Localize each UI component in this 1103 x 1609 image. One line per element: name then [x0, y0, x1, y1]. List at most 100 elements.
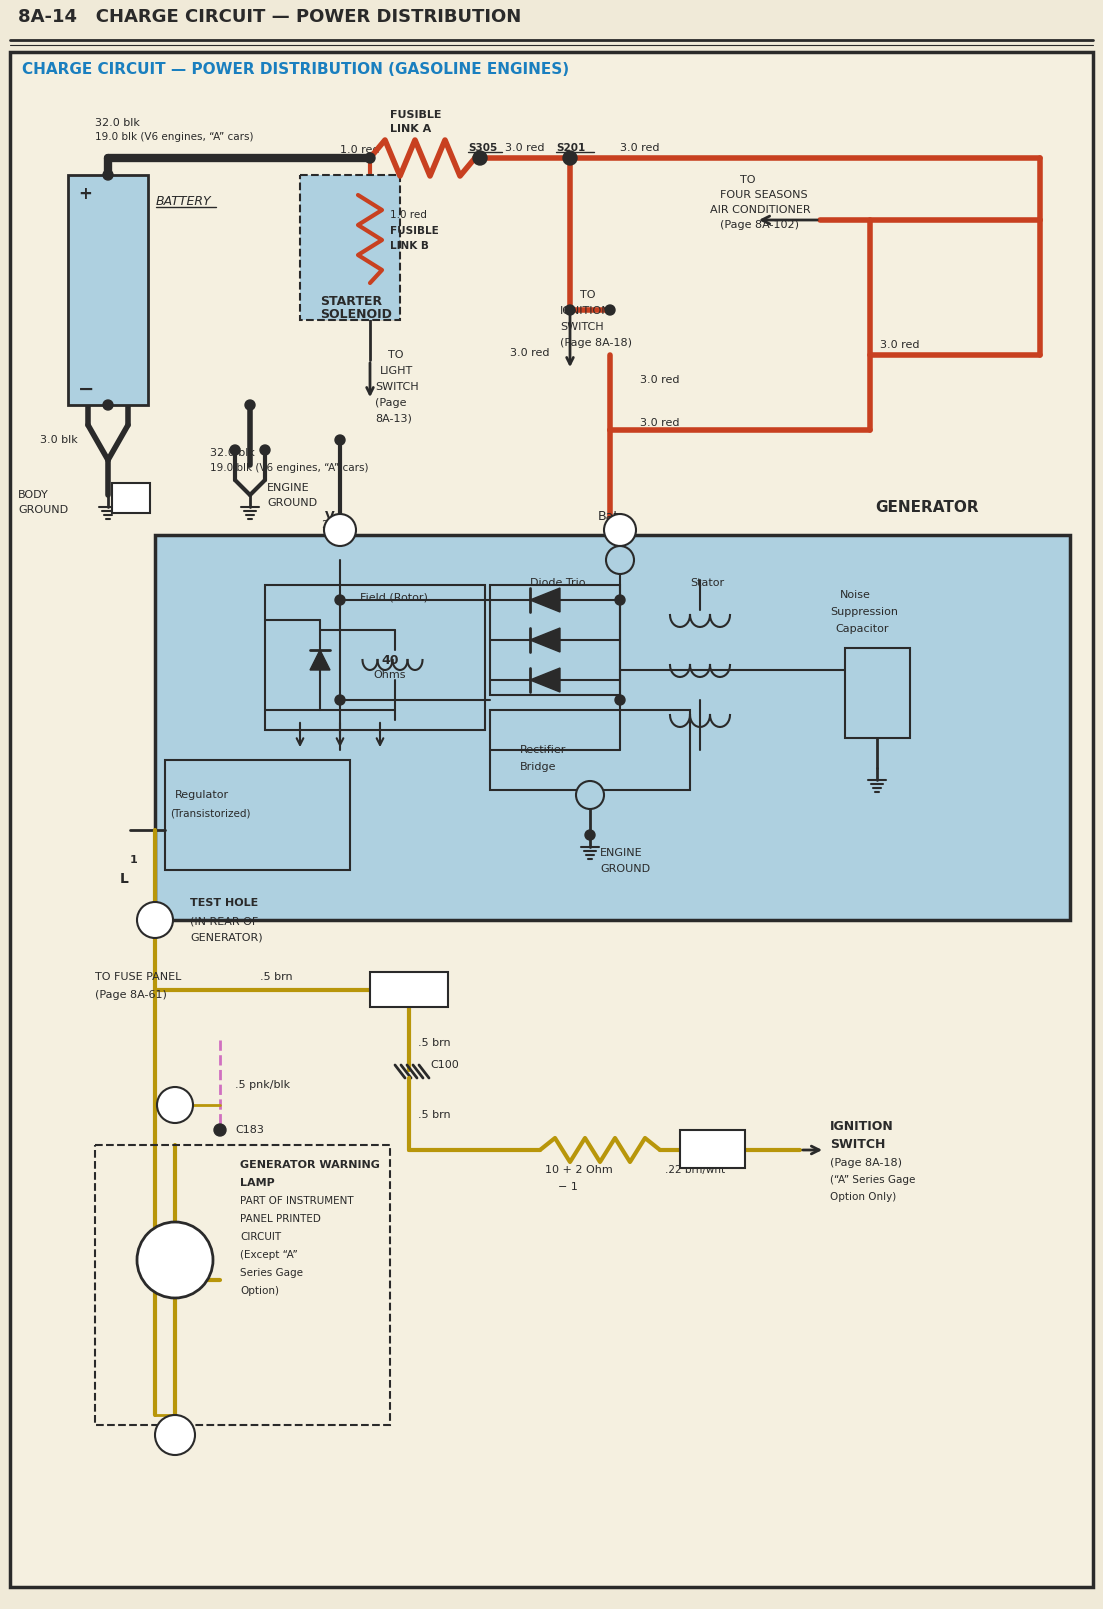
- Circle shape: [604, 513, 636, 545]
- Text: GROUND: GROUND: [600, 864, 650, 874]
- Text: CHARGE CIRCUIT — POWER DISTRIBUTION (GASOLINE ENGINES): CHARGE CIRCUIT — POWER DISTRIBUTION (GAS…: [22, 63, 569, 77]
- Text: 25: 25: [148, 916, 162, 925]
- Circle shape: [606, 545, 634, 574]
- Text: (Page 8A-18): (Page 8A-18): [560, 338, 632, 348]
- Text: BATTERY: BATTERY: [156, 195, 212, 208]
- Bar: [265, 586, 485, 730]
- Text: C100: C100: [430, 1060, 459, 1070]
- Text: 1: 1: [130, 854, 138, 866]
- Text: Option Only): Option Only): [829, 1192, 897, 1202]
- Text: − 1: − 1: [558, 1183, 578, 1192]
- Text: GENERATOR): GENERATOR): [190, 932, 263, 941]
- Text: FOUR SEASONS: FOUR SEASONS: [720, 190, 807, 200]
- Circle shape: [231, 446, 240, 455]
- Circle shape: [563, 151, 577, 166]
- Text: GENERATOR: GENERATOR: [875, 500, 978, 515]
- Circle shape: [335, 695, 345, 705]
- Circle shape: [615, 695, 625, 705]
- Text: Regulator: Regulator: [175, 790, 229, 800]
- Bar: [165, 759, 350, 870]
- Circle shape: [137, 1221, 213, 1298]
- Text: S201: S201: [556, 143, 586, 153]
- Text: Diode Trio: Diode Trio: [531, 578, 586, 587]
- Circle shape: [576, 780, 604, 809]
- Text: SWITCH: SWITCH: [375, 381, 419, 393]
- Text: STARTER: STARTER: [320, 294, 382, 307]
- Circle shape: [585, 830, 595, 840]
- Text: 3.0 red: 3.0 red: [620, 143, 660, 153]
- Text: 3.0 red: 3.0 red: [880, 339, 920, 351]
- Bar: [681, 1130, 745, 1168]
- Text: 8A-14   CHARGE CIRCUIT — POWER DISTRIBUTION: 8A-14 CHARGE CIRCUIT — POWER DISTRIBUTIO…: [18, 8, 522, 26]
- Text: ENGINE: ENGINE: [600, 848, 643, 858]
- Circle shape: [324, 513, 356, 545]
- Text: +: +: [78, 185, 92, 203]
- Text: 32.0 blk: 32.0 blk: [95, 117, 140, 129]
- Circle shape: [103, 171, 113, 180]
- Circle shape: [137, 903, 173, 938]
- Text: FUSIBLE: FUSIBLE: [390, 109, 441, 121]
- Text: Suppression: Suppression: [829, 607, 898, 616]
- Text: 10 + 2 Ohm: 10 + 2 Ohm: [545, 1165, 613, 1175]
- Text: −: −: [585, 788, 596, 801]
- Circle shape: [156, 1414, 195, 1455]
- Text: BODY: BODY: [18, 491, 49, 500]
- Text: .5 pnk/blk: .5 pnk/blk: [235, 1080, 290, 1089]
- Text: 3.0 red: 3.0 red: [640, 375, 679, 385]
- Polygon shape: [531, 587, 560, 611]
- Text: Noise: Noise: [840, 591, 871, 600]
- Text: 1.0 red: 1.0 red: [340, 145, 379, 154]
- Circle shape: [365, 153, 375, 163]
- Text: .5 brn: .5 brn: [418, 1038, 451, 1047]
- Text: Option): Option): [240, 1286, 279, 1295]
- Text: SWITCH: SWITCH: [829, 1138, 886, 1150]
- Text: SWITCH: SWITCH: [560, 322, 603, 331]
- Text: SOLENOID: SOLENOID: [320, 307, 392, 322]
- Text: 2: 2: [615, 523, 624, 536]
- Text: (“A” Series Gage: (“A” Series Gage: [829, 1175, 915, 1184]
- Text: 3.0 red: 3.0 red: [640, 418, 679, 428]
- Text: (Transistorized): (Transistorized): [170, 808, 250, 817]
- Text: L: L: [120, 872, 129, 887]
- Text: 32.0 blk: 32.0 blk: [210, 447, 255, 459]
- Text: 2: 2: [335, 523, 344, 536]
- Bar: [113, 483, 150, 513]
- Text: 2: 2: [321, 520, 329, 529]
- Text: GROUND: GROUND: [267, 499, 318, 508]
- Text: Series Gage: Series Gage: [240, 1268, 303, 1278]
- Text: Ohms: Ohms: [374, 669, 406, 681]
- Bar: [370, 972, 448, 1007]
- Text: (Page 8A-18): (Page 8A-18): [829, 1158, 902, 1168]
- Circle shape: [103, 401, 113, 410]
- Polygon shape: [531, 668, 560, 692]
- Text: LIGHT: LIGHT: [381, 365, 414, 377]
- Text: 25: 25: [167, 1429, 184, 1442]
- Circle shape: [157, 1088, 193, 1123]
- Text: 2: 2: [127, 491, 136, 505]
- Text: .5 brn: .5 brn: [260, 972, 292, 981]
- Polygon shape: [531, 628, 560, 652]
- Text: PART OF INSTRUMENT: PART OF INSTRUMENT: [240, 1195, 354, 1207]
- Text: .22 brn/wht: .22 brn/wht: [665, 1165, 725, 1175]
- Text: Rectifier: Rectifier: [520, 745, 566, 755]
- Circle shape: [245, 401, 255, 410]
- Polygon shape: [310, 650, 330, 669]
- Text: Stator: Stator: [690, 578, 725, 587]
- Text: Capacitor: Capacitor: [835, 624, 889, 634]
- Bar: [490, 586, 620, 695]
- Bar: [300, 175, 400, 320]
- Text: (Page: (Page: [375, 397, 407, 409]
- Bar: [490, 710, 690, 790]
- Text: LAMP: LAMP: [240, 1178, 275, 1187]
- Text: −: −: [78, 380, 95, 399]
- Text: S305: S305: [468, 143, 497, 153]
- Text: IGNITION: IGNITION: [560, 306, 611, 315]
- Circle shape: [335, 595, 345, 605]
- Text: 3.0 red: 3.0 red: [505, 143, 545, 153]
- Bar: [95, 1146, 390, 1426]
- Text: Bridge: Bridge: [520, 763, 557, 772]
- Text: LINK A: LINK A: [390, 124, 431, 134]
- Text: LINK B: LINK B: [390, 241, 429, 251]
- Text: Bat: Bat: [598, 510, 619, 523]
- Text: GROUND: GROUND: [18, 505, 68, 515]
